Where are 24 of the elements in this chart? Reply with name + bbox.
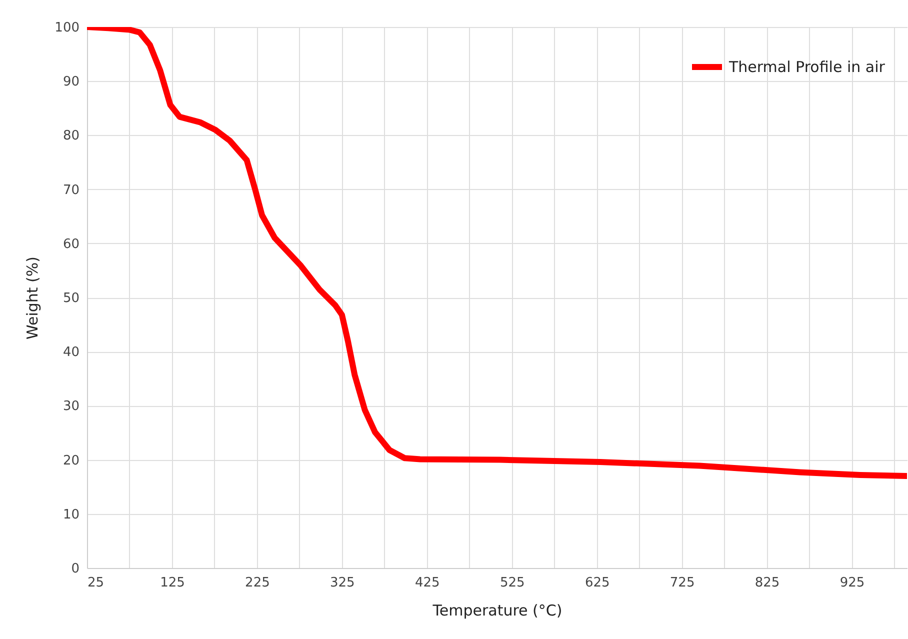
y-tick-label: 80 — [62, 128, 80, 144]
x-tick-label: 725 — [670, 576, 695, 590]
y-axis-title: Weight (%) — [24, 256, 42, 340]
y-tick-label: 90 — [62, 74, 80, 90]
y-tick-label: 60 — [62, 236, 80, 252]
x-tick-label: 25 — [88, 576, 104, 590]
x-axis-title: Temperature (°C) — [432, 602, 562, 620]
x-tick-label: 525 — [500, 576, 525, 590]
x-tick-label: 425 — [414, 576, 440, 590]
y-tick-label: 100 — [54, 20, 80, 36]
y-tick-label: 50 — [62, 291, 80, 306]
x-tick-label: 125 — [160, 576, 185, 590]
y-tick-label: 70 — [62, 182, 80, 198]
y-tick-label: 30 — [62, 399, 80, 414]
x-tick-label: 625 — [584, 576, 610, 590]
x-tick-label: 225 — [245, 576, 270, 590]
x-tick-label: 925 — [840, 576, 865, 590]
x-tick-label: 325 — [330, 576, 355, 590]
y-tick-label: 10 — [62, 507, 80, 522]
x-tick-label: 825 — [754, 576, 780, 590]
legend-label: Thermal Profile in air — [728, 58, 886, 76]
y-tick-label: 20 — [62, 453, 80, 468]
y-tick-label: 0 — [71, 562, 80, 576]
y-tick-label: 40 — [62, 345, 80, 360]
